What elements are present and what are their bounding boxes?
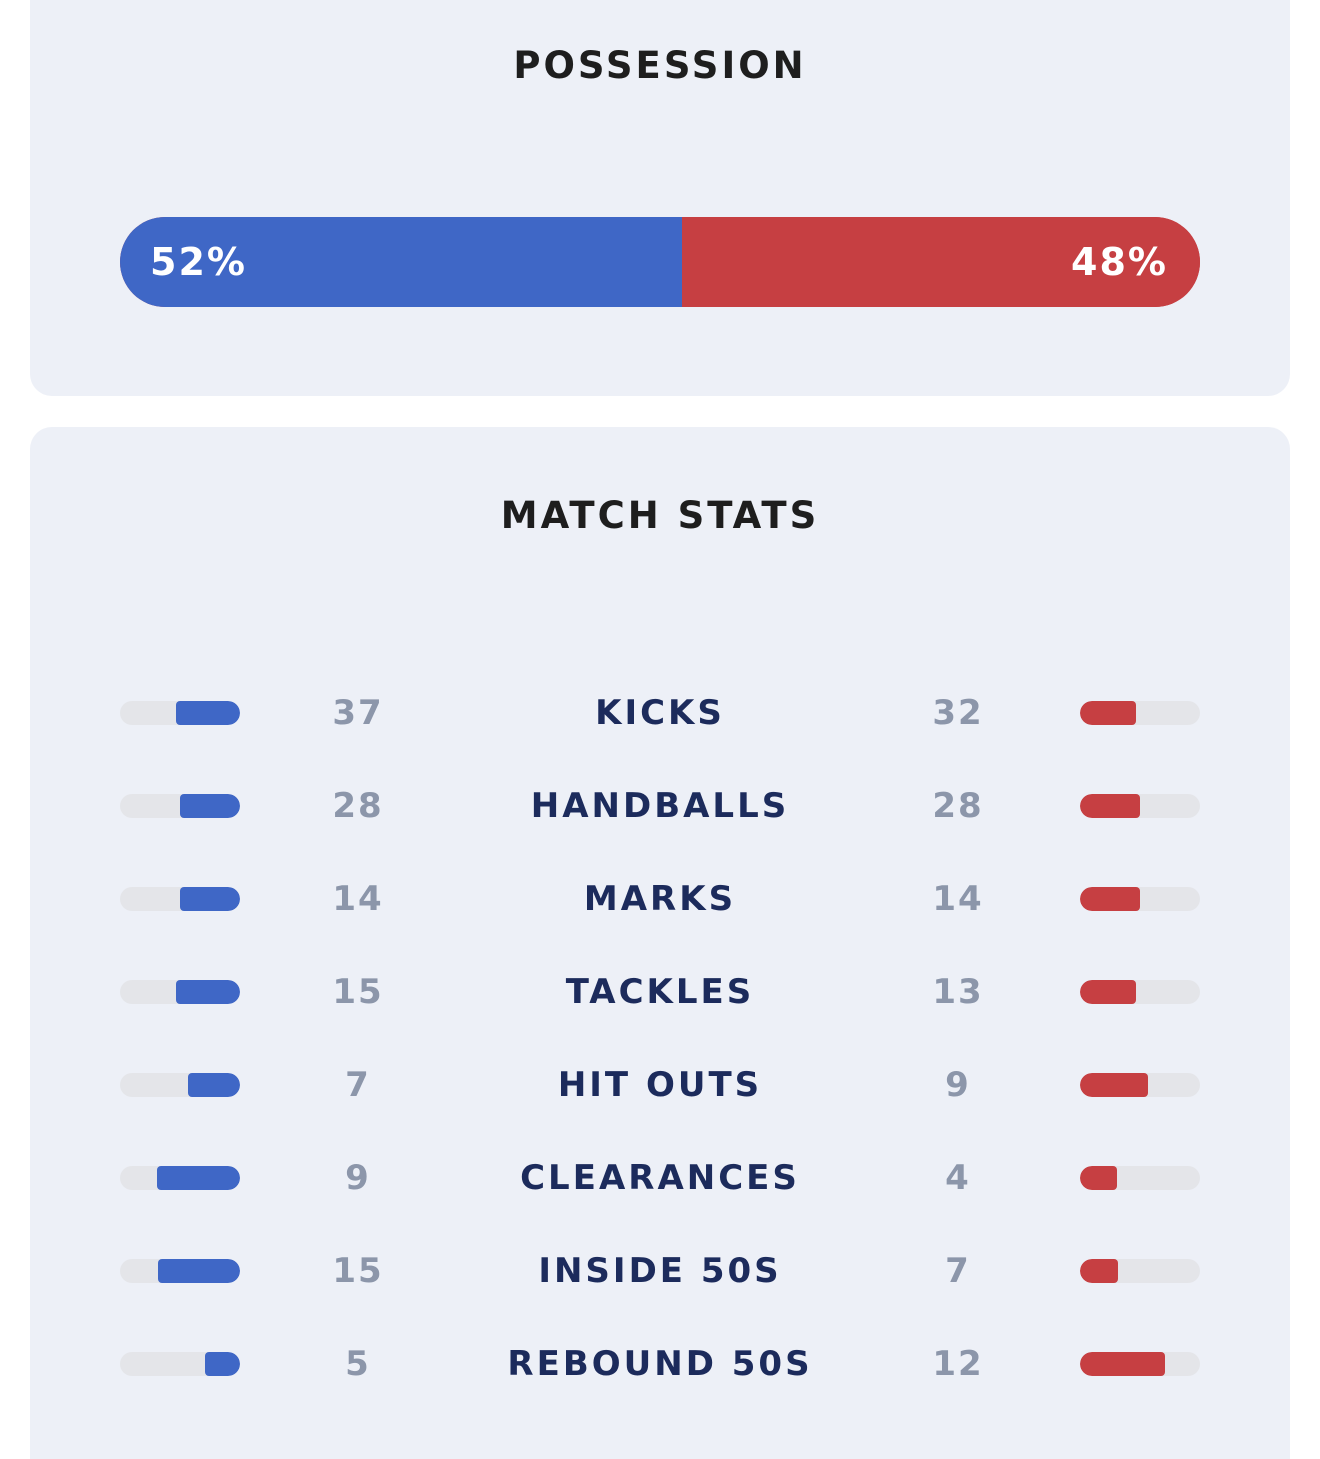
- away-stat-bar-fill: [1080, 1166, 1117, 1190]
- match-stats-title: MATCH STATS: [500, 494, 820, 537]
- home-stat-value: 5: [345, 1344, 371, 1384]
- away-stat-value: 9: [945, 1065, 971, 1105]
- home-stat-bar-fill: [204, 1352, 240, 1376]
- home-stat-bar: [120, 794, 240, 818]
- away-stat-value: 13: [932, 972, 984, 1012]
- home-stat-bar-fill: [158, 1259, 240, 1283]
- stat-label: HANDBALLS: [530, 786, 790, 826]
- home-stat-bar-fill: [175, 980, 240, 1004]
- home-stat-bar: [120, 887, 240, 911]
- stat-row: 15 INSIDE 50S 7: [30, 1241, 1290, 1301]
- home-stat-value: 37: [332, 693, 384, 733]
- away-stat-value: 12: [932, 1344, 984, 1384]
- away-stat-bar-fill: [1080, 701, 1136, 725]
- away-stat-value: 14: [932, 879, 984, 919]
- away-stat-value: 7: [945, 1251, 971, 1291]
- away-stat-value: 28: [932, 786, 984, 826]
- away-stat-bar: [1080, 1259, 1200, 1283]
- stat-label: REBOUND 50S: [507, 1344, 813, 1384]
- home-stat-bar: [120, 1352, 240, 1376]
- away-stat-bar-fill: [1080, 980, 1136, 1004]
- match-stats-card: MATCH STATS 37 KICKS 32 28 HANDBALLS 28 14 MARK…: [30, 427, 1290, 1459]
- away-stat-value: 32: [932, 693, 984, 733]
- stat-label: INSIDE 50S: [538, 1251, 782, 1291]
- home-stat-bar-fill: [187, 1073, 240, 1097]
- possession-home-percent: 52%: [150, 240, 247, 284]
- home-stat-bar-fill: [180, 794, 240, 818]
- possession-home-fill: [120, 217, 682, 307]
- possession-bar: 52% 48%: [120, 217, 1200, 307]
- away-stat-bar: [1080, 701, 1200, 725]
- away-stat-bar: [1080, 980, 1200, 1004]
- possession-card: POSSESSION 52% 48%: [30, 0, 1290, 396]
- stat-row: 7 HIT OUTS 9: [30, 1055, 1290, 1115]
- away-stat-bar-fill: [1080, 1073, 1148, 1097]
- away-stat-bar-fill: [1080, 887, 1140, 911]
- stat-label: HIT OUTS: [557, 1065, 763, 1105]
- away-stat-bar: [1080, 1166, 1200, 1190]
- home-stat-bar-fill: [156, 1166, 240, 1190]
- home-stat-value: 9: [345, 1158, 371, 1198]
- away-stat-bar-fill: [1080, 1259, 1119, 1283]
- away-stat-value: 4: [945, 1158, 971, 1198]
- home-stat-bar: [120, 1259, 240, 1283]
- stat-label: CLEARANCES: [520, 1158, 800, 1198]
- away-stat-bar-fill: [1080, 1352, 1165, 1376]
- stat-label: MARKS: [583, 879, 737, 919]
- home-stat-bar: [120, 1073, 240, 1097]
- stat-label: KICKS: [595, 693, 725, 733]
- stat-row: 15 TACKLES 13: [30, 962, 1290, 1022]
- home-stat-value: 7: [345, 1065, 371, 1105]
- away-stat-bar: [1080, 887, 1200, 911]
- home-stat-bar: [120, 980, 240, 1004]
- stat-row: 9 CLEARANCES 4: [30, 1148, 1290, 1208]
- home-stat-bar: [120, 701, 240, 725]
- home-stat-value: 15: [332, 972, 384, 1012]
- home-stat-bar: [120, 1166, 240, 1190]
- home-stat-bar-fill: [180, 887, 240, 911]
- stat-row: 14 MARKS 14: [30, 869, 1290, 929]
- away-stat-bar: [1080, 1352, 1200, 1376]
- stat-row: 37 KICKS 32: [30, 683, 1290, 743]
- possession-away-fill: [681, 217, 1200, 307]
- away-stat-bar-fill: [1080, 794, 1140, 818]
- stat-label: TACKLES: [565, 972, 755, 1012]
- away-stat-bar: [1080, 794, 1200, 818]
- home-stat-value: 28: [332, 786, 384, 826]
- stat-row: 5 REBOUND 50S 12: [30, 1334, 1290, 1394]
- away-stat-bar: [1080, 1073, 1200, 1097]
- home-stat-bar-fill: [175, 701, 240, 725]
- home-stat-value: 15: [332, 1251, 384, 1291]
- home-stat-value: 14: [332, 879, 384, 919]
- stat-row: 28 HANDBALLS 28: [30, 776, 1290, 836]
- possession-title: POSSESSION: [513, 44, 807, 87]
- possession-away-percent: 48%: [1071, 240, 1168, 284]
